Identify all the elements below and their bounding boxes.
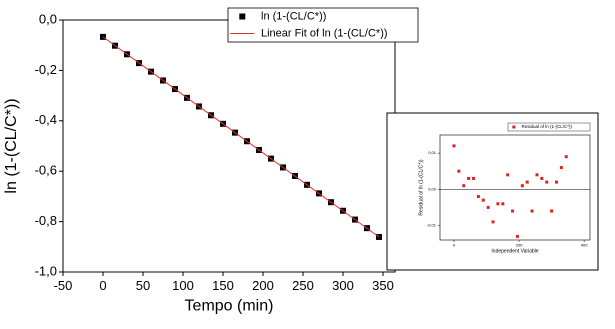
plot-frame	[62, 19, 396, 273]
y-tick-label: -0,2	[35, 62, 57, 77]
data-point	[530, 209, 534, 213]
data-point	[486, 205, 490, 209]
x-tick-label: 100	[172, 278, 194, 293]
data-point	[535, 173, 539, 177]
legend-box	[227, 7, 419, 43]
x-tick-label: 400	[581, 242, 588, 247]
y-tick-label: -0,6	[35, 163, 57, 178]
data-point	[457, 169, 461, 173]
y-tick-label: 0,01	[428, 150, 437, 155]
y-tick-label: -1,0	[35, 263, 57, 278]
x-tick-label: -50	[54, 278, 73, 293]
x-axis-label: Independent Variable	[491, 249, 538, 255]
x-axis-label: Tempo (min)	[185, 298, 274, 315]
data-point	[462, 184, 466, 188]
data-point	[525, 180, 529, 184]
x-tick-label: 50	[136, 278, 150, 293]
y-tick-label: 0,00	[428, 186, 437, 191]
data-point	[511, 209, 515, 213]
y-tick-label: -0,01	[427, 223, 437, 228]
x-tick-label: 200	[252, 278, 274, 293]
y-tick-label: 0,0	[39, 11, 57, 26]
data-point	[501, 202, 505, 206]
legend-label: ln (1-(CL/C*))	[261, 10, 326, 22]
x-tick-label: 0	[99, 278, 106, 293]
data-point	[496, 202, 500, 206]
legend-label: Linear Fit of ln (1-(CL/C*))	[261, 27, 388, 39]
x-tick-label: 200	[516, 242, 523, 247]
data-point	[472, 176, 476, 180]
legend-box	[507, 122, 591, 132]
plot-frame	[439, 134, 591, 241]
data-point	[564, 155, 568, 159]
x-tick-label: 350	[372, 278, 394, 293]
data-point	[559, 166, 563, 170]
data-point	[491, 220, 495, 224]
data-point	[515, 234, 519, 238]
x-tick-label: 250	[292, 278, 314, 293]
data-point	[452, 144, 456, 148]
data-point	[506, 173, 510, 177]
y-axis-label: Residual of ln (1-(CL/C*))	[418, 159, 424, 215]
data-point	[481, 198, 485, 202]
data-point	[476, 195, 480, 199]
legend-swatch	[239, 13, 246, 20]
data-point	[467, 176, 471, 180]
y-tick-label: -0,8	[35, 213, 57, 228]
legend-swatch	[512, 125, 516, 129]
data-point	[540, 176, 544, 180]
x-tick-label: 300	[332, 278, 354, 293]
data-point	[550, 209, 554, 213]
y-axis-label: ln (1-(CL/C*))	[3, 98, 20, 193]
data-point	[545, 180, 549, 184]
inset-frame	[386, 112, 599, 271]
x-tick-label: 0	[453, 242, 456, 247]
data-point	[520, 184, 524, 188]
data-point	[554, 180, 558, 184]
fit-line	[102, 36, 380, 238]
legend-label: Residual of ln (1-(CL/C*))	[522, 124, 573, 129]
y-tick-label: -0,4	[35, 112, 57, 127]
x-tick-label: 150	[212, 278, 234, 293]
